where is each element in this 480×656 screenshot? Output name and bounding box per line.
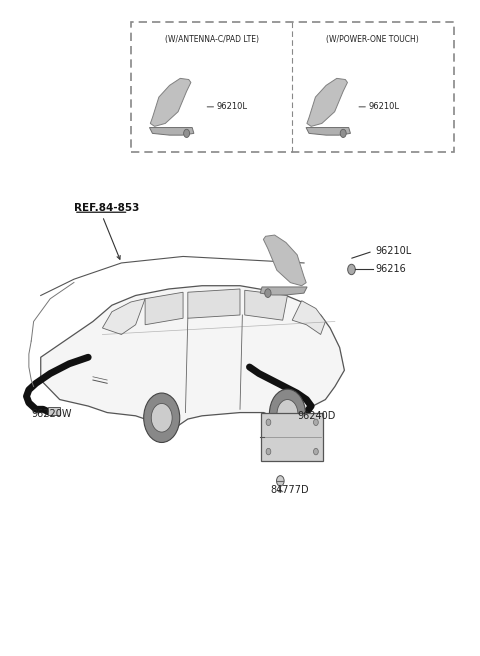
Circle shape	[276, 476, 284, 486]
Circle shape	[313, 448, 318, 455]
Text: 96210L: 96210L	[216, 102, 247, 112]
Text: 96220W: 96220W	[31, 409, 72, 419]
Circle shape	[266, 419, 271, 426]
Polygon shape	[245, 290, 288, 320]
Text: (W/ANTENNA-C/PAD LTE): (W/ANTENNA-C/PAD LTE)	[165, 35, 259, 45]
Text: 96210L: 96210L	[368, 102, 399, 112]
Circle shape	[277, 400, 298, 428]
Polygon shape	[150, 78, 191, 127]
Circle shape	[264, 289, 271, 297]
Circle shape	[266, 448, 271, 455]
Bar	[48, 407, 60, 415]
Polygon shape	[307, 78, 348, 127]
FancyBboxPatch shape	[131, 22, 454, 152]
Text: 96240D: 96240D	[297, 411, 336, 420]
Text: (W/POWER-ONE TOUCH): (W/POWER-ONE TOUCH)	[326, 35, 419, 45]
Circle shape	[144, 393, 180, 443]
Text: 84777D: 84777D	[271, 485, 309, 495]
Circle shape	[313, 419, 318, 426]
Polygon shape	[264, 235, 306, 286]
Circle shape	[269, 389, 305, 439]
Polygon shape	[145, 292, 183, 325]
Polygon shape	[306, 127, 350, 135]
Circle shape	[340, 129, 346, 138]
Polygon shape	[188, 289, 240, 318]
Circle shape	[151, 403, 172, 432]
Polygon shape	[292, 300, 325, 335]
Text: 96216: 96216	[375, 264, 406, 274]
Polygon shape	[102, 298, 145, 335]
FancyBboxPatch shape	[261, 413, 323, 461]
Circle shape	[184, 129, 190, 138]
Circle shape	[348, 264, 355, 275]
Polygon shape	[41, 286, 344, 429]
Polygon shape	[149, 127, 194, 135]
Text: 96210L: 96210L	[375, 246, 411, 256]
Polygon shape	[260, 287, 307, 295]
Text: REF.84-853: REF.84-853	[74, 203, 139, 213]
